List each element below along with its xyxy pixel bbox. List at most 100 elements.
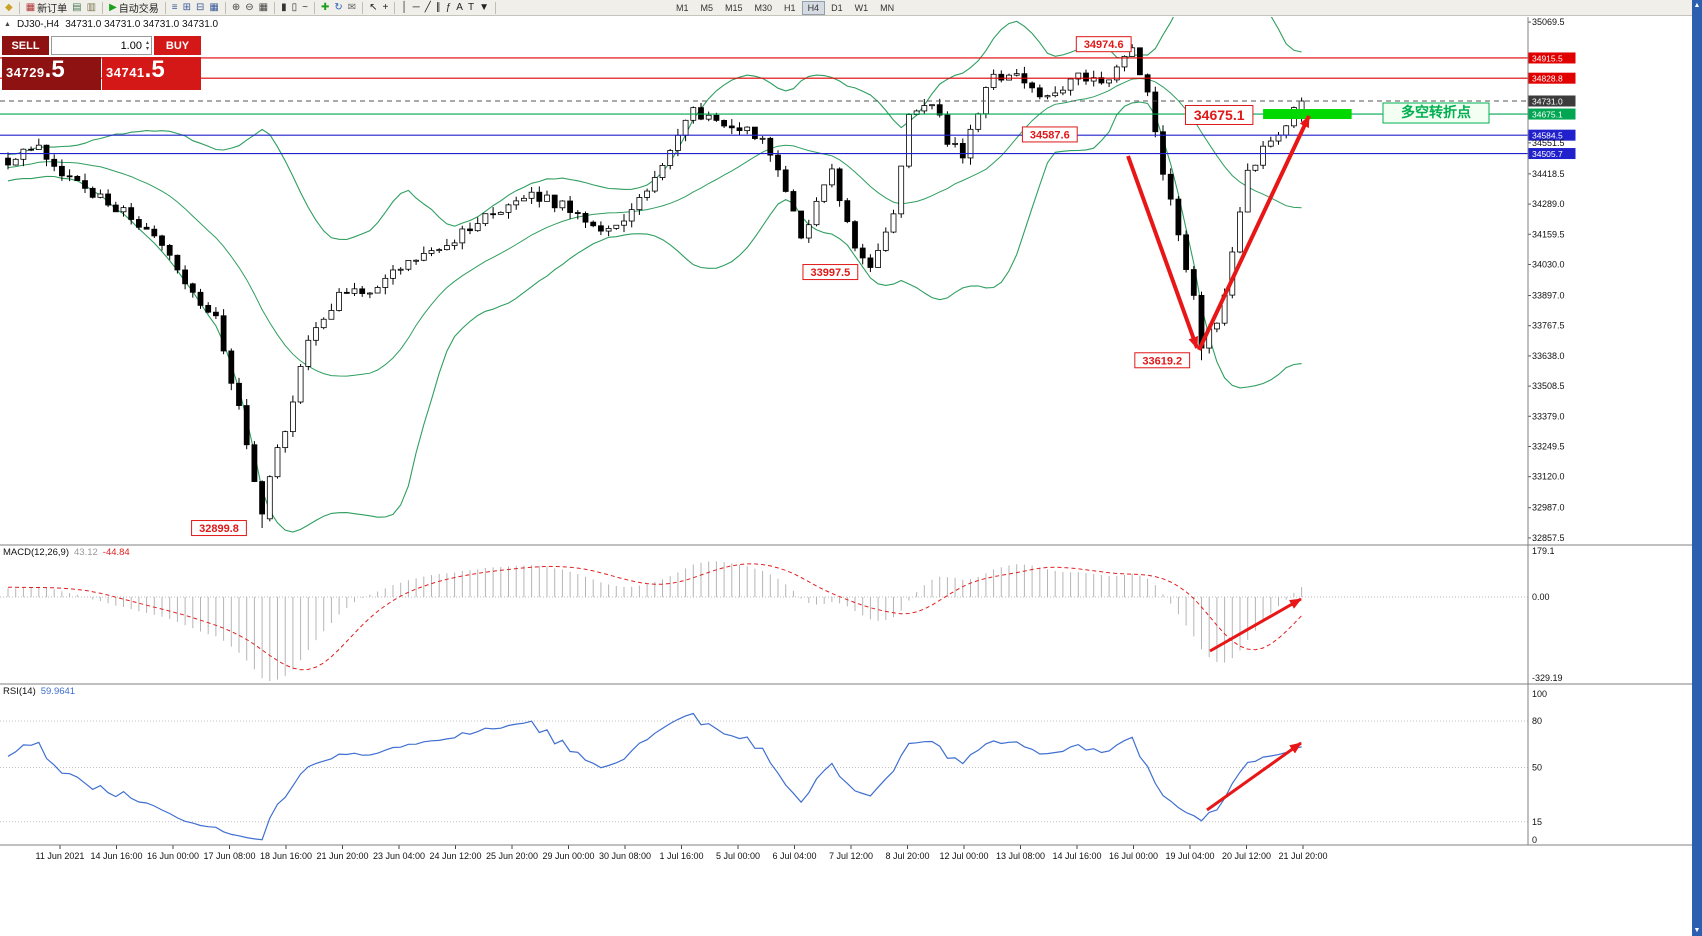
tile-windows-icon[interactable]: ▦ xyxy=(257,1,270,15)
channel-icon[interactable]: ∥ xyxy=(434,1,443,15)
trend-arrow[interactable] xyxy=(1206,741,1302,812)
trend-arrow[interactable] xyxy=(1209,597,1302,653)
text-icon[interactable]: A xyxy=(454,1,465,15)
trend-arrow[interactable] xyxy=(1126,155,1199,349)
terminal-icon[interactable]: ▦ xyxy=(207,1,220,15)
price-tag-label: 34915.5 xyxy=(1532,53,1563,63)
cursor-icon[interactable]: ↖ xyxy=(367,1,379,15)
price-tag xyxy=(1528,95,1576,107)
mail-icon[interactable]: ✉ xyxy=(346,1,358,15)
scroll-down-icon[interactable]: ▼ xyxy=(1693,927,1701,934)
buy-button[interactable]: BUY xyxy=(154,36,201,55)
spinner-up-icon[interactable]: ▴ xyxy=(145,39,149,46)
timeframe-mn[interactable]: MN xyxy=(880,2,895,13)
market-watch-icon[interactable]: ≡ xyxy=(170,1,180,15)
refresh-icon: ↻ xyxy=(334,1,343,13)
price-axis[interactable]: 34915.5 34828.8 34731.0 34675.1 34584.5 34505… xyxy=(1528,17,1576,845)
time-label: 14 Jun 16:00 xyxy=(90,851,142,861)
price-annotation-box[interactable] xyxy=(1021,126,1078,143)
price-annotation-box[interactable] xyxy=(191,520,247,537)
sell-price-main: 34729 xyxy=(6,65,45,80)
timeframe-h4[interactable]: H4 xyxy=(801,0,826,15)
price-annotation: 34974.6 xyxy=(1084,39,1124,51)
time-label: 21 Jun 20:00 xyxy=(316,851,368,861)
trend-arrow[interactable] xyxy=(1197,115,1311,351)
price-tag xyxy=(1528,148,1576,160)
charts-window-icon[interactable]: ▤ xyxy=(70,1,83,15)
fibonacci-icon[interactable]: ƒ xyxy=(444,1,454,15)
bar-chart-icon: ▯ xyxy=(291,1,298,13)
price-tag xyxy=(1528,129,1576,141)
sell-price[interactable]: 34729.5 xyxy=(2,57,101,90)
note-box[interactable] xyxy=(1382,102,1490,124)
y-tick-label: 32987.0 xyxy=(1532,503,1565,513)
buy-price[interactable]: 34741.5 xyxy=(102,57,201,90)
trendline-icon[interactable]: ╱ xyxy=(423,1,433,15)
scroll-up-icon[interactable]: ▲ xyxy=(1693,2,1701,9)
label-icon[interactable]: T xyxy=(466,1,476,15)
chart-title: ▲ DJ30-,H4 34731.0 34731.0 34731.0 34731… xyxy=(4,19,218,30)
price-annotation-box[interactable] xyxy=(802,264,859,281)
timeframe-h1[interactable]: H1 xyxy=(784,2,796,13)
arrow-objects-icon[interactable]: ▼ xyxy=(477,1,491,15)
rsi-name: RSI(14) xyxy=(3,686,36,697)
sell-button[interactable]: SELL xyxy=(2,36,49,55)
autotrading-button[interactable]: ▶ 自动交易 xyxy=(107,1,161,15)
time-label: 24 Jun 12:00 xyxy=(429,851,481,861)
channel-icon: ∥ xyxy=(435,1,441,13)
time-label: 13 Jul 08:00 xyxy=(996,851,1045,861)
time-label: 1 Jul 16:00 xyxy=(659,851,703,861)
sell-price-frac: .5 xyxy=(44,56,65,83)
new-order-button[interactable]: ▦ 新订单 xyxy=(24,1,69,15)
price-tag-label: 34731.0 xyxy=(1532,97,1563,107)
navigator-icon[interactable]: ⊟ xyxy=(194,1,206,15)
rsi-pane xyxy=(0,712,1528,841)
main-pane xyxy=(0,17,1528,533)
add-indicator-icon[interactable]: ✚ xyxy=(319,1,331,15)
horizontal-line-icon[interactable]: ─ xyxy=(411,1,422,15)
candlestick-chart-icon[interactable]: ▮ xyxy=(279,1,289,15)
price-annotation: 34675.1 xyxy=(1194,107,1245,123)
symbol-marker-icon[interactable]: ▲ xyxy=(4,21,11,28)
price-tag-label: 34675.1 xyxy=(1532,110,1563,120)
time-label: 14 Jul 16:00 xyxy=(1052,851,1101,861)
files-icon[interactable]: ◆ xyxy=(3,1,15,15)
toolbar-separator xyxy=(224,1,226,14)
new-order-button-label: 新订单 xyxy=(37,4,68,15)
timeframe-m30[interactable]: M30 xyxy=(754,2,773,13)
time-axis[interactable]: 11 Jun 2021 14 Jun 16:00 16 Jun 00:00 17 Ju… xyxy=(36,845,1328,861)
timeframe-w1[interactable]: W1 xyxy=(854,2,869,13)
data-window-icon[interactable]: ⊞ xyxy=(181,1,193,15)
timeframe-d1[interactable]: D1 xyxy=(831,2,843,13)
crosshair-icon[interactable]: + xyxy=(381,1,391,15)
time-label: 23 Jun 04:00 xyxy=(373,851,425,861)
pivot-highlight[interactable] xyxy=(1263,109,1352,120)
macd-axis-label: -329.19 xyxy=(1532,673,1563,683)
vertical-line-icon[interactable]: │ xyxy=(399,1,409,15)
price-annotation-box[interactable] xyxy=(1134,352,1191,369)
spinner-down-icon[interactable]: ▾ xyxy=(145,45,149,52)
time-label: 12 Jul 00:00 xyxy=(939,851,988,861)
volume-field[interactable]: ▴▾ xyxy=(51,36,152,55)
zoom-out-icon[interactable]: ⊖ xyxy=(243,1,255,15)
price-annotation-box[interactable] xyxy=(1185,104,1254,125)
y-tick-label: 34289.0 xyxy=(1532,199,1565,209)
profiles-icon[interactable]: ▥ xyxy=(85,1,98,15)
macd-axis-label: 179.1 xyxy=(1532,546,1555,556)
time-label: 5 Jul 00:00 xyxy=(716,851,760,861)
refresh-icon[interactable]: ↻ xyxy=(332,1,344,15)
macd-value-signal: -44.84 xyxy=(102,547,130,558)
right-scrollbar[interactable]: ▲ ▼ xyxy=(1692,0,1702,936)
note-label: 多空转折点 xyxy=(1401,104,1471,120)
price-annotation-box[interactable] xyxy=(1075,36,1132,53)
timeframe-m1[interactable]: M1 xyxy=(675,2,689,13)
bar-chart-icon[interactable]: ▯ xyxy=(290,1,300,15)
line-chart-icon[interactable]: ~ xyxy=(300,1,310,15)
overlay-layer: 多空转折点 34974.6 34675.1 34587.6 33997.5 33619.2… xyxy=(191,36,1490,812)
time-label: 30 Jun 08:00 xyxy=(599,851,651,861)
volume-input[interactable] xyxy=(52,39,144,52)
timeframe-m5[interactable]: M5 xyxy=(700,2,714,13)
timeframe-m15[interactable]: M15 xyxy=(725,2,743,13)
zoom-in-icon[interactable]: ⊕ xyxy=(230,1,242,15)
